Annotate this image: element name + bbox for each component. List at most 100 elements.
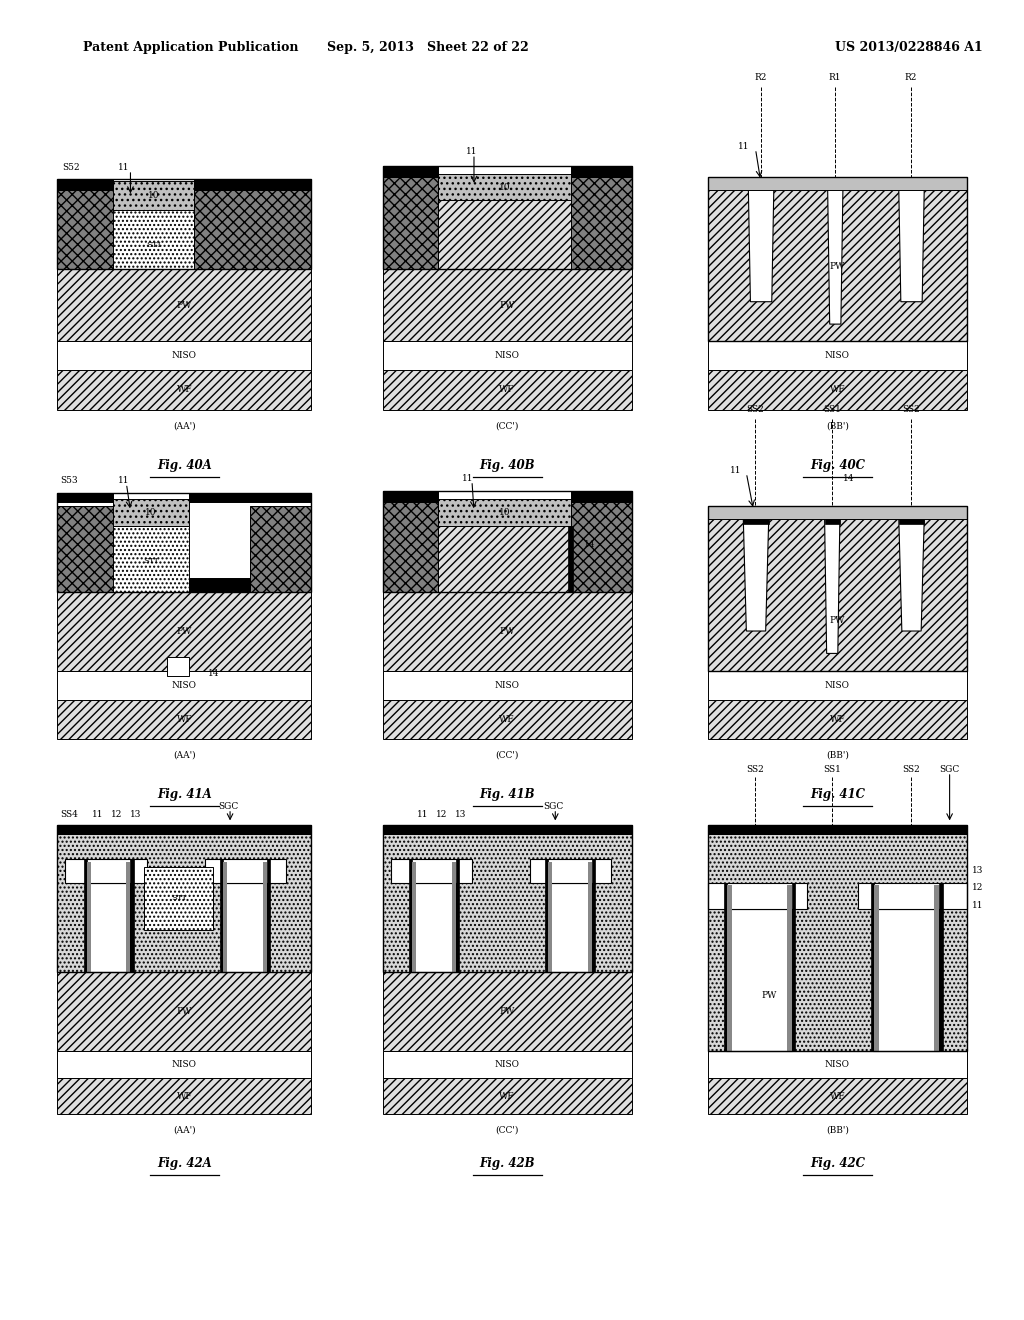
Text: NISO: NISO <box>495 1060 519 1069</box>
Text: WF: WF <box>829 1092 845 1101</box>
Bar <box>708 506 967 519</box>
Bar <box>222 883 266 973</box>
Bar <box>383 825 632 834</box>
Text: SS2: SS2 <box>902 764 920 774</box>
Bar <box>727 886 732 1051</box>
Bar <box>130 859 133 973</box>
Bar <box>708 342 967 370</box>
Bar <box>438 525 570 591</box>
Bar <box>708 1077 967 1114</box>
Bar <box>189 492 311 502</box>
Bar <box>874 886 880 1051</box>
Bar <box>570 499 632 591</box>
Bar <box>114 181 195 210</box>
Bar <box>456 859 459 973</box>
Bar <box>412 862 416 973</box>
Text: (CC'): (CC') <box>496 750 519 759</box>
Text: NISO: NISO <box>172 1060 197 1069</box>
Text: NISO: NISO <box>495 351 519 360</box>
Bar <box>934 886 939 1051</box>
Bar <box>57 492 114 502</box>
Bar <box>899 517 925 524</box>
Bar <box>57 180 114 190</box>
Bar <box>57 973 311 1051</box>
Bar <box>383 973 632 1051</box>
Text: 10: 10 <box>499 508 510 517</box>
Bar <box>57 180 311 269</box>
Bar <box>383 591 632 671</box>
Text: WF: WF <box>176 1092 193 1101</box>
Bar <box>57 671 311 700</box>
Bar <box>57 342 311 370</box>
Text: PW: PW <box>829 261 845 271</box>
Text: WF: WF <box>829 714 845 723</box>
Text: WF: WF <box>499 714 515 723</box>
Text: Fig. 42B: Fig. 42B <box>480 1156 536 1170</box>
Text: 13: 13 <box>455 809 467 818</box>
Bar <box>708 671 967 700</box>
Text: (AA'): (AA') <box>173 750 196 759</box>
Text: STI: STI <box>171 895 185 903</box>
Bar <box>383 1077 632 1114</box>
Text: 12: 12 <box>111 809 122 818</box>
Bar <box>858 883 967 909</box>
Text: 10: 10 <box>148 190 160 199</box>
Bar <box>57 269 311 342</box>
Polygon shape <box>827 190 843 325</box>
Bar <box>409 859 412 973</box>
Text: SS2: SS2 <box>902 405 920 414</box>
Bar <box>743 517 769 524</box>
Bar <box>86 883 130 973</box>
Bar <box>87 862 91 973</box>
Text: R1: R1 <box>828 74 841 82</box>
Bar <box>871 883 874 1051</box>
Text: NISO: NISO <box>824 351 850 360</box>
Bar <box>708 519 967 671</box>
Bar <box>114 499 189 525</box>
Text: WF: WF <box>499 385 515 395</box>
Text: 11: 11 <box>92 809 103 818</box>
Bar <box>383 370 632 409</box>
Bar <box>195 180 311 190</box>
Bar <box>383 499 438 591</box>
Text: WF: WF <box>829 385 845 395</box>
Bar <box>189 578 251 591</box>
Text: SGC: SGC <box>543 801 563 810</box>
Bar <box>383 834 632 973</box>
Polygon shape <box>743 519 769 631</box>
Polygon shape <box>824 519 840 653</box>
Bar <box>383 491 632 591</box>
Bar <box>383 342 632 370</box>
Bar <box>873 909 939 1051</box>
Text: S53: S53 <box>60 477 78 486</box>
Text: SGC: SGC <box>939 764 959 774</box>
Bar <box>708 370 967 409</box>
Bar <box>57 190 114 269</box>
Text: Fig. 41B: Fig. 41B <box>480 788 536 801</box>
Bar <box>529 859 611 883</box>
Text: PW: PW <box>176 1007 193 1016</box>
Polygon shape <box>749 190 774 302</box>
Text: SS4: SS4 <box>60 809 78 818</box>
Text: 11: 11 <box>462 474 473 483</box>
Text: SGC: SGC <box>218 801 239 810</box>
Bar <box>383 671 632 700</box>
Bar <box>793 883 795 1051</box>
Text: 11: 11 <box>730 466 741 475</box>
Text: 11: 11 <box>118 162 130 172</box>
Bar <box>383 1051 632 1077</box>
Bar <box>824 517 840 524</box>
Bar <box>57 591 311 671</box>
Bar <box>708 825 967 834</box>
Text: SS2: SS2 <box>746 405 764 414</box>
Text: NISO: NISO <box>824 681 850 689</box>
Bar <box>411 883 456 973</box>
Text: Fig. 42C: Fig. 42C <box>810 1156 865 1170</box>
Bar <box>114 210 195 269</box>
Text: STI: STI <box>146 242 161 249</box>
Text: 11: 11 <box>466 147 477 156</box>
Bar <box>143 867 213 931</box>
Bar <box>708 190 967 342</box>
Bar <box>205 859 286 883</box>
Text: WF: WF <box>499 1092 515 1101</box>
